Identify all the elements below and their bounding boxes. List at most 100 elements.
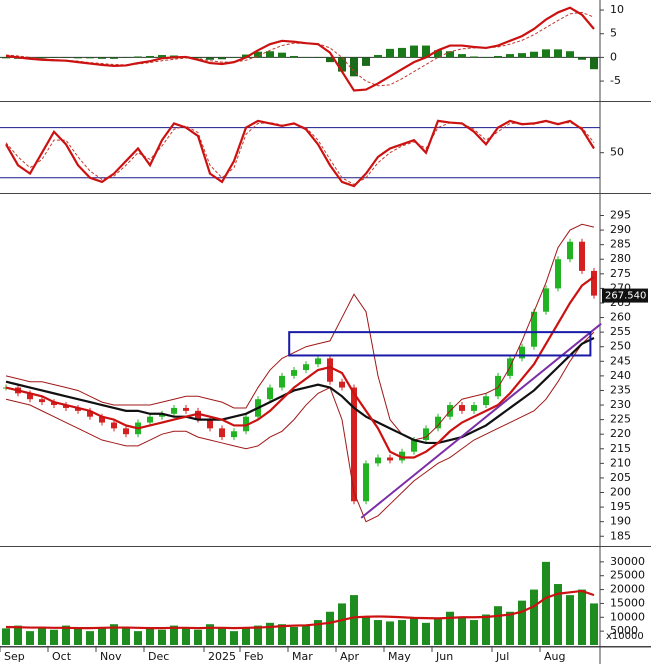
- series-line: [5, 336, 595, 445]
- y-tick-label: 215: [610, 442, 631, 455]
- candle: [183, 407, 189, 411]
- y-tick-label: 200: [610, 486, 631, 499]
- x-tick-label: Nov: [100, 650, 122, 663]
- candle: [483, 396, 489, 406]
- series-line: [5, 6, 595, 92]
- histogram-bar: [554, 49, 562, 58]
- x-tick-label: Mar: [292, 650, 313, 663]
- volume-bar: [218, 626, 226, 645]
- histogram-bar: [386, 48, 394, 58]
- candle: [423, 428, 429, 441]
- histogram-bar: [98, 57, 106, 59]
- histogram-bar: [542, 49, 550, 58]
- histogram-bar: [2, 57, 10, 59]
- histogram-bar: [110, 57, 118, 59]
- candle: [471, 405, 477, 411]
- candle: [243, 416, 249, 432]
- y-tick-label: 225: [610, 413, 631, 426]
- candle: [519, 346, 525, 359]
- candle: [387, 457, 393, 461]
- histogram-bar: [518, 53, 526, 58]
- histogram-bar: [398, 47, 406, 58]
- candle: [147, 416, 153, 423]
- histogram-bar: [62, 57, 70, 58]
- candle: [39, 399, 45, 403]
- histogram-bar: [74, 57, 82, 59]
- volume-bar: [2, 628, 10, 645]
- series-line: [5, 223, 595, 441]
- volume-bar: [146, 628, 154, 645]
- y-tick-label: 195: [610, 500, 631, 513]
- volume-bar: [566, 595, 574, 645]
- candle: [375, 457, 381, 464]
- y-tick-label: 10: [610, 3, 624, 16]
- last-price-label: 267.540: [605, 291, 646, 302]
- volume-bar: [74, 628, 82, 645]
- histogram-bar: [194, 57, 202, 59]
- histogram-bar: [230, 57, 238, 58]
- histogram-bar: [446, 51, 454, 58]
- candle: [87, 410, 93, 417]
- series-line: [5, 275, 595, 459]
- histogram-bar: [158, 55, 166, 58]
- y-tick-label: 275: [610, 267, 631, 280]
- volume-bar: [386, 621, 394, 645]
- volume-bar: [86, 631, 94, 645]
- volume-bar: [494, 606, 502, 645]
- volume-bar: [362, 617, 370, 645]
- histogram-bar: [410, 45, 418, 58]
- candle: [195, 410, 201, 420]
- candle: [291, 370, 297, 376]
- histogram-bar: [434, 50, 442, 58]
- y-tick-label: 235: [610, 383, 631, 396]
- unit-label: x10000: [606, 631, 644, 642]
- candle: [207, 419, 213, 429]
- y-tick-label: 210: [610, 456, 631, 469]
- candle: [303, 364, 309, 371]
- volume-bar: [542, 561, 550, 645]
- y-tick-label: 5000: [610, 624, 638, 637]
- candle: [495, 375, 501, 397]
- y-tick-label: -5: [610, 74, 621, 87]
- candle: [543, 288, 549, 312]
- histogram-bar: [50, 57, 58, 58]
- y-tick-label: 255: [610, 325, 631, 338]
- volume-bar: [374, 620, 382, 645]
- histogram-bar: [566, 51, 574, 58]
- candle: [411, 440, 417, 452]
- volume-bar: [278, 624, 286, 645]
- histogram-bar: [122, 57, 130, 58]
- histogram-bar: [530, 51, 538, 58]
- last-price-box: [602, 288, 648, 303]
- y-tick-label: 230: [610, 398, 631, 411]
- volume-bar: [590, 603, 598, 645]
- y-tick-label: 295: [610, 208, 631, 221]
- candle: [531, 311, 537, 347]
- histogram-bar: [482, 57, 490, 58]
- candle: [219, 428, 225, 438]
- volume-bar: [530, 589, 538, 645]
- histogram-bar: [590, 57, 598, 70]
- x-tick-label: Sep: [4, 650, 25, 663]
- histogram-bar: [218, 57, 226, 60]
- series-line: [5, 121, 595, 186]
- candle: [435, 416, 441, 429]
- histogram-bar: [146, 55, 154, 58]
- y-tick-label: 285: [610, 238, 631, 251]
- candle: [459, 405, 465, 411]
- candle: [567, 241, 573, 260]
- candle: [171, 407, 177, 414]
- volume-bar: [158, 629, 166, 645]
- y-tick-label: 260: [610, 311, 631, 324]
- x-tick-label: Jul: [495, 650, 509, 663]
- y-tick-label: 190: [610, 515, 631, 528]
- y-tick-label: 0: [610, 50, 617, 63]
- x-tick-label: Aug: [544, 650, 565, 663]
- candle: [315, 358, 321, 365]
- y-tick-label: 250: [610, 340, 631, 353]
- candle: [591, 270, 597, 296]
- volume-bar: [14, 625, 22, 645]
- volume-bar: [518, 600, 526, 645]
- histogram-bar: [278, 52, 286, 58]
- volume-bar: [314, 620, 322, 645]
